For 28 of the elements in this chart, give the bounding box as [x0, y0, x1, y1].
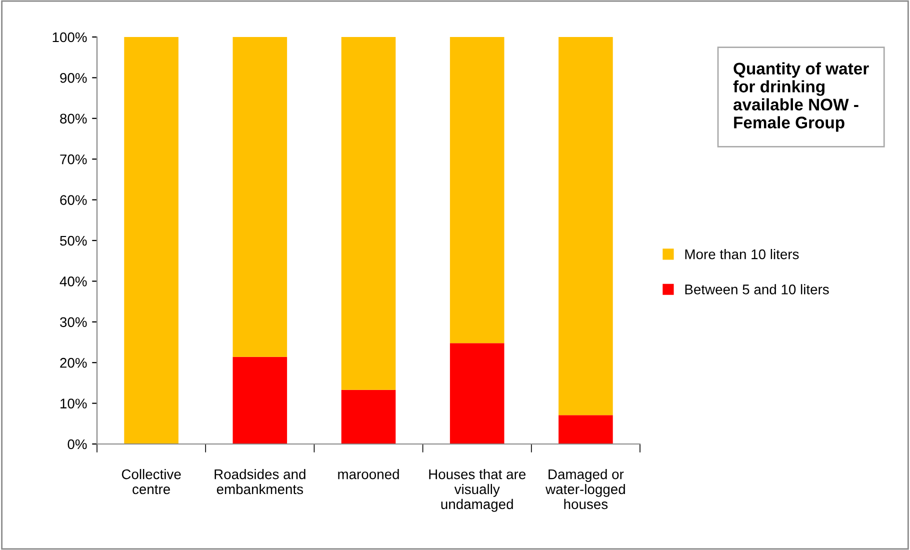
y-tick-label: 50% — [60, 236, 87, 246]
x-tick-label: Damaged or water-logged houses — [546, 469, 625, 510]
text: Quantity of water for drinking available NOW - Female Group — [733, 62, 869, 132]
bar — [558, 37, 613, 416]
y-tick-label: 20% — [60, 358, 87, 368]
x-tick-label: Collective centre — [122, 469, 181, 494]
bar — [232, 356, 288, 444]
bar — [232, 37, 288, 357]
bar — [341, 37, 396, 390]
y-tick-label: 100% — [52, 32, 87, 42]
legend-label: Between 5 and 10 liters — [685, 284, 829, 294]
y-tick-label: 0% — [68, 439, 87, 450]
x-tick-label: Roadsides and embankments — [214, 469, 306, 494]
bar — [450, 37, 504, 344]
bar — [450, 343, 504, 444]
bar — [124, 37, 178, 444]
y-tick-label: 10% — [60, 398, 87, 408]
y-tick-label: 80% — [60, 114, 87, 124]
legend-label: More than 10 liters — [685, 249, 799, 260]
y-tick-label: 60% — [60, 195, 87, 205]
y-tick-label: 70% — [60, 154, 87, 164]
x-tick-label: Houses that are visually undamaged — [429, 469, 526, 512]
bar — [341, 390, 396, 444]
bar — [558, 415, 613, 444]
y-tick-label: 90% — [60, 73, 87, 83]
y-tick-label: 40% — [60, 276, 87, 286]
x-tick-label: marooned — [338, 469, 399, 480]
y-tick-label: 30% — [60, 317, 87, 328]
